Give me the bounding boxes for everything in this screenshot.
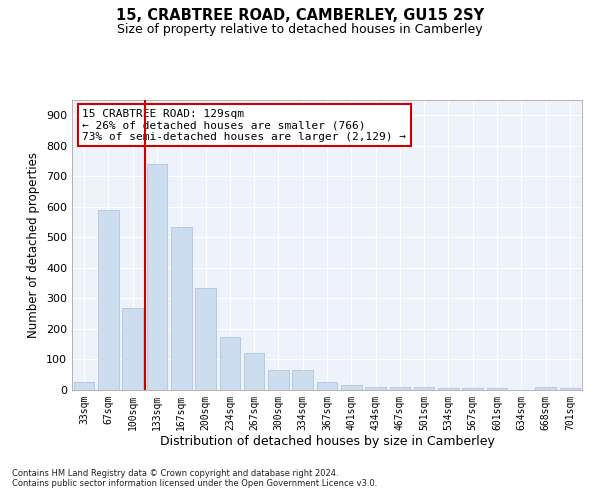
Bar: [74, 382, 94, 390]
Bar: [463, 388, 483, 390]
Text: 15, CRABTREE ROAD, CAMBERLEY, GU15 2SY: 15, CRABTREE ROAD, CAMBERLEY, GU15 2SY: [116, 8, 484, 22]
Bar: [122, 308, 143, 390]
Bar: [220, 336, 240, 390]
Bar: [268, 370, 289, 390]
Text: Contains public sector information licensed under the Open Government Licence v3: Contains public sector information licen…: [12, 478, 377, 488]
Bar: [341, 386, 362, 390]
Bar: [560, 388, 580, 390]
Text: 15 CRABTREE ROAD: 129sqm
← 26% of detached houses are smaller (766)
73% of semi-: 15 CRABTREE ROAD: 129sqm ← 26% of detach…: [82, 108, 406, 142]
Bar: [195, 288, 216, 390]
Bar: [487, 388, 508, 390]
Bar: [365, 387, 386, 390]
Bar: [244, 354, 265, 390]
Bar: [146, 164, 167, 390]
Y-axis label: Number of detached properties: Number of detached properties: [28, 152, 40, 338]
Bar: [98, 210, 119, 390]
Bar: [414, 387, 434, 390]
Text: Distribution of detached houses by size in Camberley: Distribution of detached houses by size …: [160, 435, 494, 448]
Text: Contains HM Land Registry data © Crown copyright and database right 2024.: Contains HM Land Registry data © Crown c…: [12, 468, 338, 477]
Bar: [535, 387, 556, 390]
Bar: [171, 226, 191, 390]
Bar: [438, 388, 459, 390]
Bar: [317, 382, 337, 390]
Bar: [389, 387, 410, 390]
Bar: [292, 370, 313, 390]
Text: Size of property relative to detached houses in Camberley: Size of property relative to detached ho…: [117, 22, 483, 36]
